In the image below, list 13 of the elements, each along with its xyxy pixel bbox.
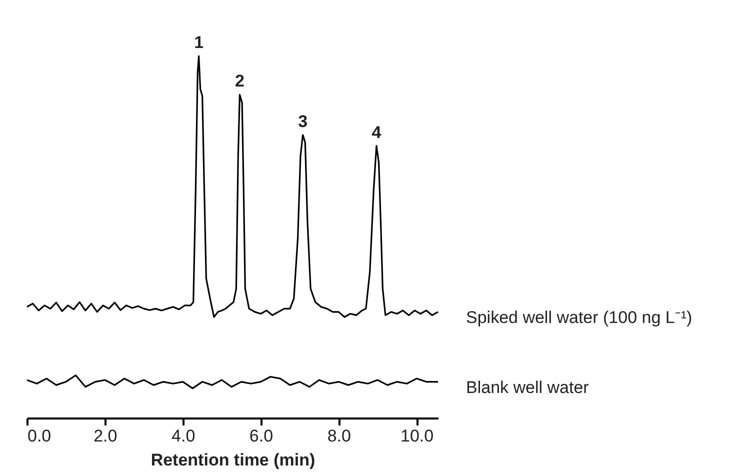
annotation: 1 — [194, 33, 204, 52]
x-tick-label: 10.0 — [400, 426, 434, 446]
series-label: Spiked well water (100 ng L⁻¹) — [466, 308, 692, 327]
series-label: Blank well water — [466, 378, 590, 397]
x-tick-label: 6.0 — [249, 426, 274, 446]
x-axis-title: Retention time (min) — [150, 450, 316, 470]
annotation: 4 — [372, 122, 382, 142]
x-tick-label: 2.0 — [94, 426, 118, 446]
x-tick-label: 4.0 — [172, 426, 196, 446]
x-tick-label: 8.0 — [327, 426, 351, 446]
annotation: 3 — [298, 112, 308, 131]
annotation: 2 — [234, 72, 244, 91]
x-tick-label: 0.0 — [28, 426, 52, 446]
